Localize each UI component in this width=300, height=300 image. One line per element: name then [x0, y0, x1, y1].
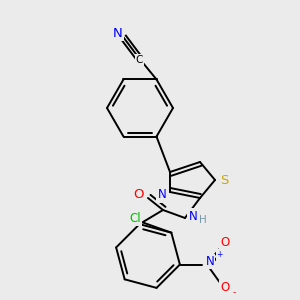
Text: O: O — [133, 188, 143, 200]
Text: Cl: Cl — [130, 212, 141, 225]
Text: S: S — [220, 173, 228, 187]
Text: +: + — [217, 250, 223, 259]
Text: H: H — [199, 215, 207, 225]
Text: N: N — [158, 188, 166, 202]
Text: N: N — [206, 255, 214, 268]
Text: -: - — [232, 288, 236, 297]
Text: O: O — [220, 281, 230, 294]
Text: N: N — [189, 209, 197, 223]
Text: C: C — [136, 56, 143, 65]
Text: O: O — [220, 236, 230, 249]
Text: N: N — [112, 27, 122, 40]
